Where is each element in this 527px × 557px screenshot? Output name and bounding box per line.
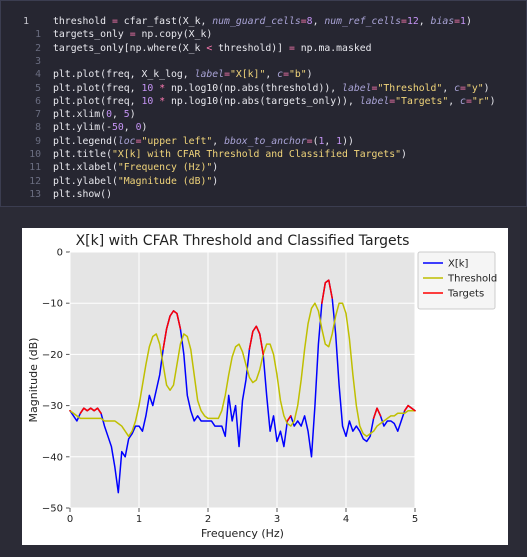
y-tick-label: 0 — [57, 248, 63, 259]
line-number: 1 — [35, 29, 41, 41]
code-line: plt.ylabel("Magnitude (dB)") — [53, 175, 219, 187]
y-axis-label: Magnitude (dB) — [27, 338, 40, 423]
line-number: 11 — [29, 162, 41, 174]
data-line — [69, 279, 416, 422]
x-tick-label: 1 — [136, 514, 142, 525]
code-line: plt.plot(freq, 10 * np.log10(np.abs(thre… — [53, 82, 490, 94]
line-number: 1 — [23, 16, 29, 27]
code-line: plt.plot(freq, 10 * np.log10(np.abs(targ… — [53, 95, 496, 107]
figure: −50 −40 −30 −20 −10 0 0 1 2 3 4 5 X[k] with CFAR Thr… — [22, 228, 508, 545]
x-tick-label: 4 — [343, 514, 349, 525]
line-number: 7 — [35, 109, 41, 121]
code-line: plt.show() — [53, 188, 112, 200]
y-tick-label: −50 — [42, 504, 63, 515]
line-number: 6 — [35, 95, 41, 107]
y-tick-label: −40 — [42, 452, 63, 463]
y-tick-label: −30 — [42, 401, 63, 412]
line-number: 13 — [29, 188, 41, 200]
code-line: plt.legend(loc="upper left", bbox_to_anc… — [53, 135, 354, 147]
x-tick-label: 0 — [67, 514, 73, 525]
code-line: plt.xlim(0, 5) — [53, 109, 136, 121]
x-tick-label: 5 — [412, 514, 418, 525]
x-axis-label: Frequency (Hz) — [201, 527, 284, 540]
x-tick-label: 2 — [205, 514, 211, 525]
line-number: 8 — [35, 122, 41, 134]
legend-label: Targets — [447, 289, 484, 300]
line-number: 3 — [35, 55, 41, 67]
line-number: 2 — [35, 42, 41, 54]
line-number: 9 — [35, 135, 41, 147]
y-tick-label: −10 — [42, 299, 63, 310]
chart-title: X[k] with CFAR Threshold and Classified … — [76, 233, 410, 249]
code-line: plt.title("X[k] with CFAR Threshold and … — [53, 149, 407, 160]
code-line: targets_only[np.where(X_k < threshold)] … — [53, 42, 372, 54]
data-line — [69, 302, 416, 438]
legend-label: Threshold — [447, 274, 497, 285]
legend-box — [417, 251, 496, 310]
line-number: 12 — [29, 175, 41, 187]
code-cell[interactable]: 1 threshold = cfar_fast(X_k, num_guard_ce… — [0, 0, 527, 207]
code-line: targets_only = np.copy(X_k) — [53, 29, 213, 41]
code-line: plt.ylim(-50, 0) — [53, 122, 148, 134]
code-line: plt.xlabel("Frequency (Hz)") — [53, 162, 219, 174]
code-line: threshold = cfar_fast(X_k, num_guard_cel… — [53, 16, 472, 27]
x-tick-label: 3 — [274, 514, 280, 525]
data-line — [69, 279, 416, 494]
code-line: plt.plot(freq, X_k_log, label="X[k]", c=… — [53, 69, 313, 81]
plot-area — [70, 252, 415, 508]
line-number: 10 — [29, 149, 41, 160]
legend-label: X[k] — [448, 259, 469, 270]
line-number: 4 — [35, 69, 41, 81]
line-number: 5 — [35, 82, 41, 94]
y-tick-label: −20 — [42, 350, 63, 361]
